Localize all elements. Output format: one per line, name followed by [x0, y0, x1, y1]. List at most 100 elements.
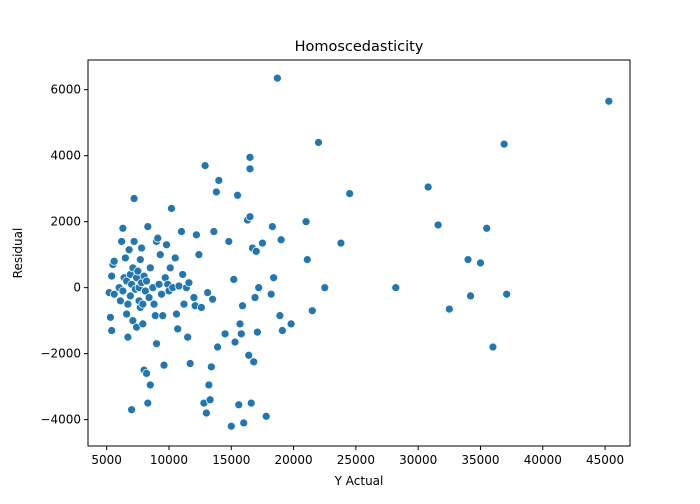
data-point: [192, 230, 201, 240]
data-point: [157, 289, 166, 299]
x-tick-label: 20000: [274, 453, 312, 467]
data-point: [206, 362, 216, 372]
data-point: [177, 227, 186, 236]
data-point: [133, 266, 143, 276]
x-tick-label: 30000: [399, 453, 437, 467]
data-point: [189, 293, 199, 302]
data-point: [149, 299, 159, 309]
data-point: [336, 238, 346, 248]
data-point: [129, 194, 139, 203]
y-tick-label: 6000: [50, 83, 81, 97]
data-point: [209, 227, 219, 236]
data-points: [104, 73, 614, 431]
y-tick-label: 2000: [50, 215, 81, 229]
data-point: [142, 369, 151, 378]
data-point: [236, 329, 246, 339]
y-axis-ticks: −4000 −2000 0 2000 4000 6000: [40, 83, 88, 427]
data-point: [253, 327, 262, 337]
data-point: [391, 283, 401, 293]
data-point: [138, 319, 148, 329]
data-point: [158, 311, 168, 321]
data-point: [208, 294, 217, 304]
data-point: [155, 250, 165, 260]
x-axis-label: Y Actual: [334, 474, 384, 488]
data-point: [220, 329, 230, 339]
data-point: [153, 233, 163, 243]
data-point: [229, 275, 239, 284]
data-point: [244, 350, 254, 360]
data-point: [246, 398, 256, 408]
data-point: [123, 299, 133, 309]
x-axis-ticks: 5000 10000 15000 20000 25000 30000 35000 40000 4…: [91, 446, 624, 467]
data-point: [277, 326, 287, 335]
data-point: [233, 190, 242, 200]
data-point: [162, 240, 171, 250]
data-point: [499, 139, 509, 149]
data-point: [482, 223, 492, 233]
data-point: [463, 255, 473, 264]
data-point: [170, 253, 180, 263]
data-point: [258, 238, 267, 248]
data-point: [107, 271, 117, 281]
data-point: [194, 250, 204, 260]
data-point: [135, 255, 145, 264]
data-point: [142, 276, 151, 286]
data-point: [143, 222, 153, 231]
data-point: [138, 299, 148, 309]
data-point: [275, 311, 285, 321]
data-point: [213, 342, 222, 352]
data-point: [268, 222, 277, 231]
data-point: [174, 281, 184, 291]
data-point: [116, 296, 125, 306]
data-point: [314, 138, 323, 147]
x-tick-label: 5000: [91, 453, 122, 467]
data-point: [107, 326, 117, 335]
data-point: [183, 332, 193, 342]
data-point: [118, 223, 128, 233]
data-point: [150, 311, 160, 321]
data-point: [145, 380, 155, 390]
data-point: [185, 359, 195, 368]
data-point: [197, 303, 206, 312]
data-point: [250, 293, 260, 302]
data-point: [224, 237, 234, 246]
data-point: [245, 212, 255, 222]
data-point: [254, 283, 264, 293]
plot-area: [88, 60, 630, 446]
data-point: [178, 270, 188, 279]
y-tick-label: −4000: [40, 413, 81, 427]
data-point: [179, 299, 189, 309]
data-point: [109, 256, 119, 266]
data-point: [106, 312, 115, 322]
data-point: [488, 342, 498, 352]
data-point: [261, 411, 271, 421]
x-tick-label: 35000: [461, 453, 499, 467]
data-point: [214, 176, 224, 185]
data-point: [276, 235, 286, 245]
data-point: [604, 96, 614, 106]
data-point: [201, 408, 211, 418]
data-point: [128, 316, 138, 326]
data-point: [203, 288, 212, 297]
data-point: [152, 339, 161, 349]
data-point: [444, 304, 454, 314]
data-point: [124, 245, 134, 255]
y-tick-label: −2000: [40, 347, 81, 361]
y-tick-label: 4000: [50, 149, 81, 163]
data-point: [144, 293, 154, 302]
data-point: [140, 286, 150, 296]
data-point: [234, 400, 244, 410]
data-point: [226, 421, 236, 431]
data-point: [121, 253, 130, 263]
x-tick-label: 15000: [212, 453, 250, 467]
data-point: [266, 289, 276, 299]
data-point: [230, 337, 240, 347]
data-point: [109, 289, 119, 299]
data-point: [466, 291, 475, 301]
data-point: [205, 395, 215, 405]
data-point: [159, 360, 169, 370]
data-point: [172, 309, 181, 319]
data-point: [122, 309, 132, 319]
data-point: [307, 306, 317, 316]
